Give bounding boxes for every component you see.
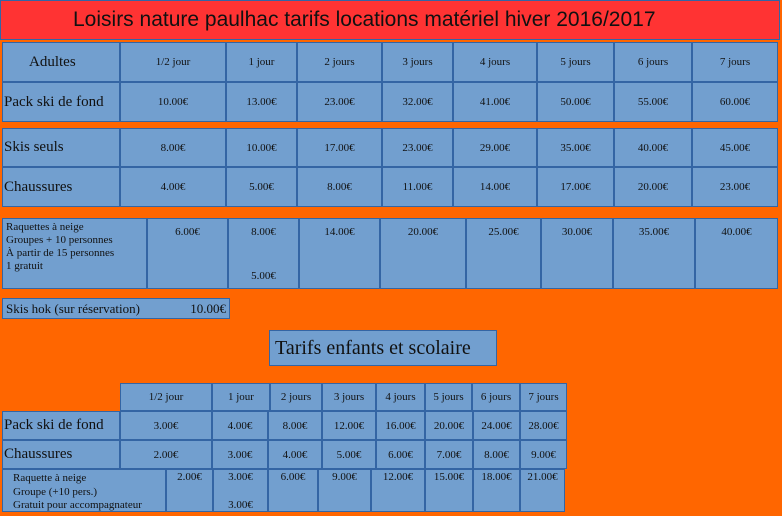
group-price: 3.00€ [228,499,253,511]
price-cell: 60.00€ [692,82,778,122]
column-header: 3 jours [382,42,453,82]
column-header: 6 jours [472,383,520,411]
price-cell: 4.00€ [268,440,322,469]
price-cell: 55.00€ [614,82,692,122]
price-cell: 10.00€ [226,128,297,167]
row-label: Skis seuls [2,128,120,167]
price-cell: 17.00€ [297,128,382,167]
price-cell: 12.00€ [371,469,425,512]
label-line: 1 gratuit [6,260,43,272]
label-line: Groupes + 10 personnes [6,234,113,246]
label-line: Gratuit pour accompagnateur [13,499,142,511]
price-cell: 30.00€ [541,218,613,289]
group-price: 5.00€ [251,270,276,282]
price-cell: 14.00€ [299,218,380,289]
price-cell: 9.00€ [520,440,567,469]
price-cell: 6.00€ [376,440,425,469]
price-cell: 29.00€ [453,128,537,167]
price-cell: 4.00€ [120,167,226,207]
price-cell: 3.00€ [120,411,212,440]
column-header: 1 jour [226,42,297,82]
price-cell: 2.00€ [166,469,213,512]
price-cell: 40.00€ [614,128,692,167]
price-cell: 3.00€ [212,440,268,469]
price-cell: 5.00€ [322,440,376,469]
column-header: 7 jours [520,383,567,411]
price-cell: 20.00€ [380,218,466,289]
row-label: Raquette à neige Groupe (+10 pers.) Gratui… [2,469,166,512]
price-cell: 9.00€ [318,469,371,512]
column-header: 2 jours [270,383,322,411]
price-cell: 12.00€ [322,411,376,440]
column-header: 4 jours [376,383,425,411]
price-cell: 45.00€ [692,128,778,167]
label-line: Raquette à neige [13,472,87,484]
price-cell: 35.00€ [537,128,614,167]
label-line: Raquettes à neige [6,221,84,233]
price-cell: 23.00€ [297,82,382,122]
price-cell: 18.00€ [473,469,520,512]
price-cell: 35.00€ [613,218,695,289]
price-cell: 4.00€ [212,411,268,440]
price-cell: 6.00€ [268,469,318,512]
column-header: 4 jours [453,42,537,82]
price-cell: 16.00€ [376,411,425,440]
price-cell: 23.00€ [692,167,778,207]
price-cell: 11.00€ [382,167,453,207]
price-cell: 41.00€ [453,82,537,122]
price-cell: 5.00€ [226,167,297,207]
price-cell: 8.00€ [297,167,382,207]
column-header: 2 jours [297,42,382,82]
column-header: 5 jours [425,383,472,411]
row-label: Chaussures [2,167,120,207]
label-line: Groupe (+10 pers.) [13,485,98,498]
price-cell: 23.00€ [382,128,453,167]
price-cell: 7.00€ [425,440,473,469]
price-cell: 21.00€ [520,469,565,512]
column-header: 7 jours [692,42,778,82]
row-label: Raquettes à neige Groupes + 10 personnes … [2,218,147,289]
price-cell: 14.00€ [453,167,537,207]
price: 10.00€ [190,300,226,316]
price-cell: 28.00€ [520,411,567,440]
price-cell: 6.00€ [147,218,228,289]
column-header: 1/2 jour [120,42,226,82]
price-cell: 32.00€ [382,82,453,122]
label-line: À partir de 15 personnes [6,247,115,259]
header-cell: Adultes [2,42,120,82]
price-cell: 13.00€ [226,82,297,122]
skis-hok: Skis hok (sur réservation) 10.00€ [2,298,230,319]
price-cell: 2.00€ [120,440,212,469]
row-label: Pack ski de fond [2,411,120,440]
row-label: Pack ski de fond [2,82,120,122]
price-cell: 20.00€ [425,411,473,440]
row-label: Chaussures [2,440,120,469]
price-cell: 3.00€ 3.00€ [213,469,268,512]
price-cell: 8.00€ [473,440,520,469]
price-cell: 24.00€ [473,411,520,440]
column-header: 1 jour [212,383,270,411]
price-cell: 15.00€ [425,469,473,512]
price-cell: 8.00€ [268,411,322,440]
price-cell: 17.00€ [537,167,614,207]
column-header: 1/2 jour [120,383,212,411]
column-header: 6 jours [614,42,692,82]
price-cell: 50.00€ [537,82,614,122]
label: Skis hok (sur réservation) [6,300,140,316]
price-cell: 25.00€ [466,218,541,289]
price-cell: 40.00€ [695,218,778,289]
price-cell: 8.00€ [120,128,226,167]
price-cell: 8.00€ 5.00€ [228,218,299,289]
price-cell: 20.00€ [614,167,692,207]
price-cell: 10.00€ [120,82,226,122]
column-header: 3 jours [322,383,376,411]
column-header: 5 jours [537,42,614,82]
title: Loisirs nature paulhac tarifs locations … [0,0,780,40]
subtitle: Tarifs enfants et scolaire [269,330,497,366]
